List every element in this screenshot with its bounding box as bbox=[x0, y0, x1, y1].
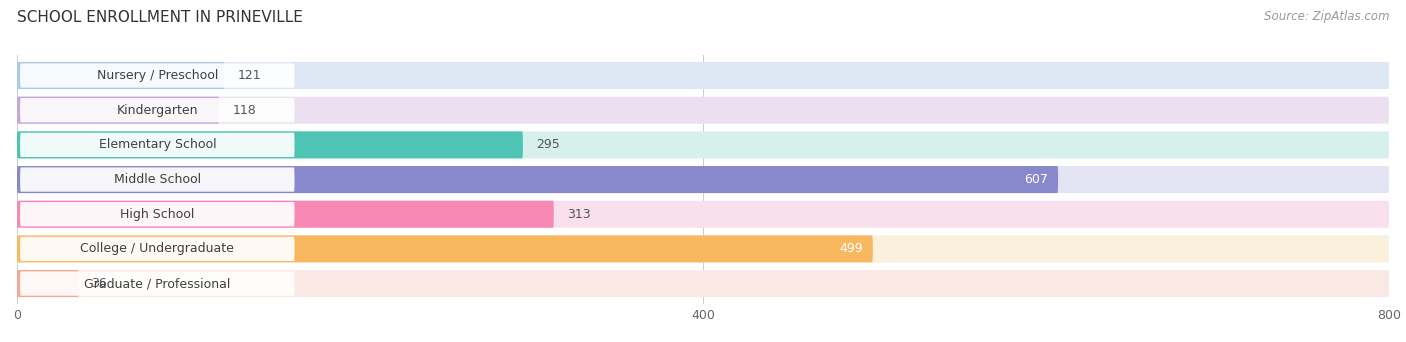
Text: 121: 121 bbox=[238, 69, 262, 82]
FancyBboxPatch shape bbox=[17, 97, 1389, 124]
FancyBboxPatch shape bbox=[20, 63, 294, 88]
FancyBboxPatch shape bbox=[17, 235, 1389, 262]
FancyBboxPatch shape bbox=[17, 62, 1389, 89]
FancyBboxPatch shape bbox=[17, 97, 219, 124]
Text: Kindergarten: Kindergarten bbox=[117, 104, 198, 117]
Text: 607: 607 bbox=[1025, 173, 1049, 186]
FancyBboxPatch shape bbox=[17, 131, 1389, 158]
Text: Source: ZipAtlas.com: Source: ZipAtlas.com bbox=[1264, 10, 1389, 23]
Text: 118: 118 bbox=[232, 104, 256, 117]
FancyBboxPatch shape bbox=[17, 235, 873, 262]
Text: High School: High School bbox=[120, 208, 194, 221]
Text: SCHOOL ENROLLMENT IN PRINEVILLE: SCHOOL ENROLLMENT IN PRINEVILLE bbox=[17, 10, 302, 25]
FancyBboxPatch shape bbox=[17, 166, 1059, 193]
FancyBboxPatch shape bbox=[17, 166, 1389, 193]
Text: 499: 499 bbox=[839, 242, 863, 255]
FancyBboxPatch shape bbox=[17, 201, 1389, 228]
FancyBboxPatch shape bbox=[20, 202, 294, 226]
FancyBboxPatch shape bbox=[17, 270, 79, 297]
FancyBboxPatch shape bbox=[20, 237, 294, 261]
Text: Middle School: Middle School bbox=[114, 173, 201, 186]
Text: 36: 36 bbox=[91, 277, 107, 290]
Text: 295: 295 bbox=[536, 139, 560, 152]
FancyBboxPatch shape bbox=[17, 131, 523, 158]
FancyBboxPatch shape bbox=[20, 168, 294, 192]
Text: Elementary School: Elementary School bbox=[98, 139, 217, 152]
FancyBboxPatch shape bbox=[20, 272, 294, 296]
FancyBboxPatch shape bbox=[17, 62, 225, 89]
Text: College / Undergraduate: College / Undergraduate bbox=[80, 242, 235, 255]
Text: Nursery / Preschool: Nursery / Preschool bbox=[97, 69, 218, 82]
FancyBboxPatch shape bbox=[20, 133, 294, 157]
FancyBboxPatch shape bbox=[20, 98, 294, 122]
Text: 313: 313 bbox=[567, 208, 591, 221]
FancyBboxPatch shape bbox=[17, 201, 554, 228]
FancyBboxPatch shape bbox=[17, 270, 1389, 297]
Text: Graduate / Professional: Graduate / Professional bbox=[84, 277, 231, 290]
